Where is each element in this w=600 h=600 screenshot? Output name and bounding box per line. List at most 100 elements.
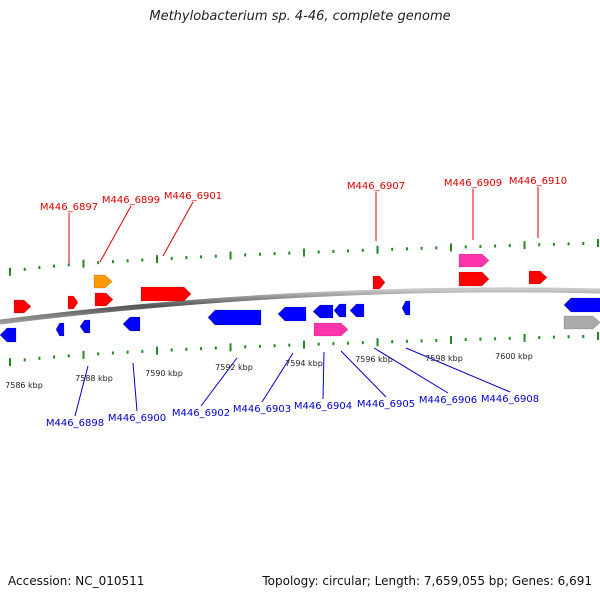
scale-tick-label: 7588 kbp — [75, 374, 113, 383]
accession-text: Accession: NC_010511 — [8, 574, 145, 588]
gene-arrow-reverse[interactable] — [55, 322, 65, 337]
gene-arrow-reverse[interactable] — [401, 300, 411, 316]
outer-tick — [508, 244, 511, 248]
gene-arrow-orange[interactable] — [93, 274, 113, 289]
inner-tick — [38, 356, 41, 360]
inner-tick — [332, 342, 335, 346]
label-leader-line — [261, 352, 294, 403]
gene-arrow-reverse[interactable] — [349, 303, 365, 318]
gene-arrow-forward[interactable] — [372, 275, 386, 290]
gene-label-bottom[interactable]: M446_6902 — [172, 408, 230, 419]
outer-tick — [317, 250, 320, 254]
inner-tick — [97, 352, 100, 356]
gene-label-bottom[interactable]: M446_6908 — [481, 394, 539, 405]
scale-tick-label: 7600 kbp — [495, 352, 533, 361]
scale-tick-label: 7594 kbp — [285, 359, 323, 368]
scale-tick-label: 7598 kbp — [425, 354, 463, 363]
outer-tick — [552, 242, 555, 246]
inner-tick — [391, 340, 394, 344]
gene-label-bottom[interactable]: M446_6898 — [46, 418, 104, 429]
gene-label-top[interactable]: M446_6901 — [164, 191, 222, 202]
inner-tick — [200, 347, 203, 351]
inner-tick — [450, 335, 452, 344]
rna-gene[interactable] — [313, 322, 349, 337]
outer-tick — [391, 247, 394, 251]
gene-arrow-reverse[interactable] — [563, 297, 600, 313]
scale-tick-label: 7586 kbp — [5, 381, 43, 390]
rna-gene[interactable] — [458, 253, 490, 268]
outer-tick — [479, 244, 482, 248]
gene-label-bottom[interactable]: M446_6906 — [419, 395, 477, 406]
inner-tick — [376, 338, 379, 347]
outer-tick — [332, 249, 335, 253]
gene-label-bottom[interactable]: M446_6900 — [108, 413, 166, 424]
gene-arrow-forward[interactable] — [458, 271, 490, 287]
gene-label-bottom[interactable]: M446_6903 — [233, 404, 291, 415]
gene-label-top[interactable]: M446_6910 — [509, 176, 567, 187]
gene-label-bottom[interactable]: M446_6904 — [294, 401, 352, 412]
gene-arrow-forward[interactable] — [528, 270, 548, 285]
inner-tick — [82, 350, 85, 359]
inner-tick — [494, 337, 497, 341]
gene-arrow-reverse[interactable] — [333, 303, 347, 318]
outer-tick — [38, 266, 41, 270]
outer-tick — [67, 263, 70, 267]
gene-arrow-forward[interactable] — [67, 295, 79, 310]
gene-arrow-reverse[interactable] — [0, 327, 17, 343]
outer-tick — [273, 252, 276, 256]
outer-tick — [244, 253, 247, 257]
gene-label-top[interactable]: M446_6907 — [347, 181, 405, 192]
inner-tick — [111, 351, 114, 355]
inner-tick — [67, 354, 70, 358]
gene-arrow-forward[interactable] — [140, 286, 192, 302]
outer-tick — [9, 267, 11, 276]
outer-tick — [567, 242, 570, 246]
gene-arrow-reverse[interactable] — [277, 306, 307, 322]
label-leader-line — [132, 362, 138, 412]
inner-tick — [156, 346, 158, 355]
inner-tick — [170, 348, 173, 352]
inner-tick — [597, 332, 599, 341]
outer-tick — [156, 255, 158, 264]
inner-tick — [141, 349, 144, 353]
inner-tick — [53, 355, 56, 359]
outer-tick-track — [9, 239, 599, 276]
outer-tick — [361, 248, 364, 252]
gene-label-top[interactable]: M446_6897 — [40, 202, 98, 213]
inner-tick — [258, 344, 261, 348]
genome-summary-text: Topology: circular; Length: 7,659,055 bp… — [262, 574, 592, 588]
scale-tick-label: 7590 kbp — [145, 369, 183, 378]
gene-label-bottom[interactable]: M446_6905 — [357, 399, 415, 410]
outer-tick — [376, 245, 379, 254]
gene-arrow-reverse[interactable] — [79, 319, 91, 334]
gene-label-top[interactable]: M446_6899 — [102, 195, 160, 206]
gene-arrow-grey[interactable] — [563, 315, 600, 330]
outer-tick — [303, 248, 305, 257]
label-leader-line — [200, 357, 238, 407]
inner-tick — [303, 340, 305, 349]
inner-tick — [420, 339, 423, 343]
gene-arrow-reverse[interactable] — [207, 309, 262, 326]
label-leader-line — [373, 347, 449, 394]
outer-tick — [288, 251, 291, 255]
inner-tick — [214, 346, 217, 350]
outer-tick — [420, 246, 423, 250]
outer-tick — [111, 260, 114, 264]
inner-tick-track — [9, 332, 599, 367]
inner-tick — [185, 347, 188, 351]
gene-arrow-forward[interactable] — [94, 292, 114, 307]
scale-labels: 7586 kbp 7588 kbp 7590 kbp 7592 kbp 7594 kbp… — [5, 352, 533, 390]
outer-tick — [23, 267, 26, 271]
gene-arrow-reverse[interactable] — [122, 316, 141, 332]
label-leader-line — [99, 205, 132, 263]
gene-label-top[interactable]: M446_6909 — [444, 178, 502, 189]
label-leader-line — [340, 350, 387, 398]
outer-tick — [464, 245, 467, 249]
outer-tick — [538, 243, 541, 247]
inner-tick — [464, 338, 467, 342]
outer-tick — [214, 254, 217, 258]
label-leaders — [68, 187, 539, 417]
inner-tick — [479, 337, 482, 341]
gene-arrow-forward[interactable] — [13, 299, 32, 314]
gene-arrow-reverse[interactable] — [312, 304, 334, 319]
